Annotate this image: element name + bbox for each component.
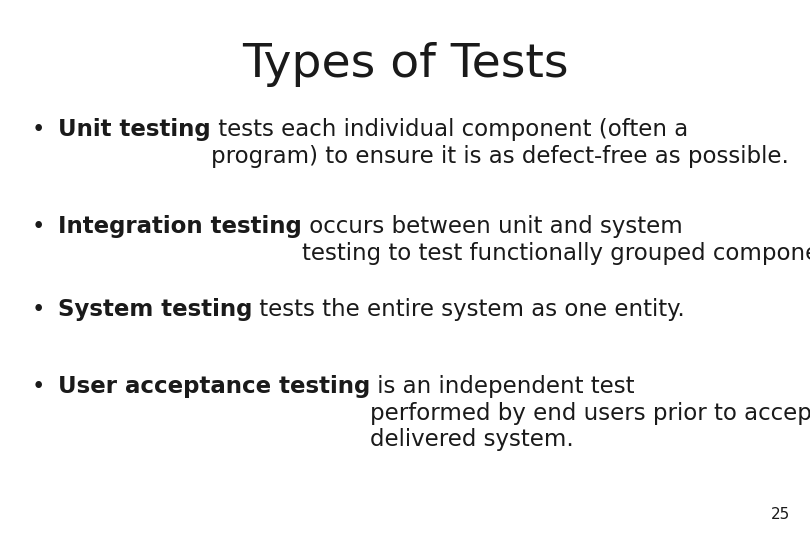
Text: tests each individual component (often a
program) to ensure it is as defect-free: tests each individual component (often a… [211,118,788,167]
Text: Integration testing: Integration testing [58,215,302,238]
Text: •: • [32,375,45,398]
Text: tests the entire system as one entity.: tests the entire system as one entity. [253,298,685,321]
Text: 25: 25 [771,507,790,522]
Text: System testing: System testing [58,298,253,321]
Text: Unit testing: Unit testing [58,118,211,141]
Text: •: • [32,298,45,321]
Text: occurs between unit and system
testing to test functionally grouped components.: occurs between unit and system testing t… [302,215,810,265]
Text: •: • [32,118,45,141]
Text: User acceptance testing: User acceptance testing [58,375,370,398]
Text: •: • [32,215,45,238]
Text: Types of Tests: Types of Tests [241,42,569,87]
Text: is an independent test
performed by end users prior to accepting the
delivered s: is an independent test performed by end … [370,375,810,451]
